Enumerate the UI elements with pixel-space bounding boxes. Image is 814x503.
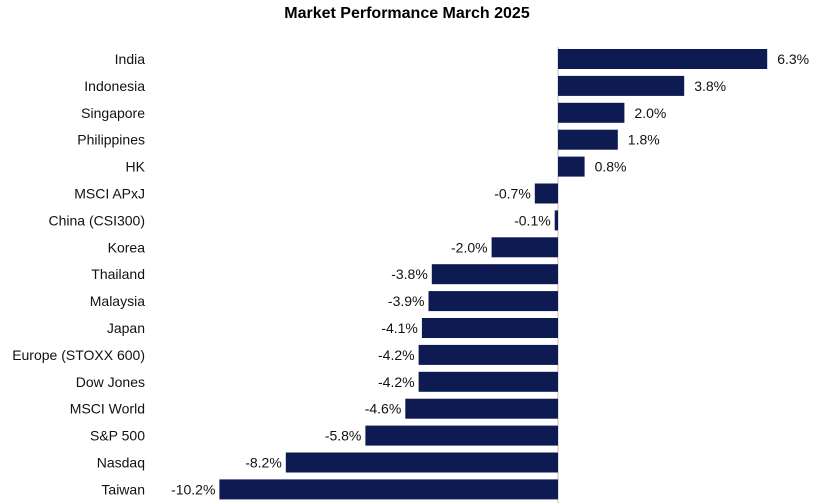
category-label: Nasdaq [97, 455, 145, 471]
bar [534, 183, 558, 204]
bar [558, 49, 768, 69]
category-label: China (CSI300) [49, 212, 146, 228]
category-label: Europe (STOXX 600) [12, 347, 145, 363]
bar [558, 102, 625, 123]
data-label: 0.8% [595, 159, 627, 175]
data-label: -5.8% [325, 428, 362, 444]
data-label: 6.3% [777, 51, 809, 67]
category-label: India [115, 51, 146, 67]
data-label: 2.0% [634, 105, 666, 121]
bar [491, 237, 558, 258]
data-label: -0.7% [494, 186, 531, 202]
bar [365, 425, 558, 446]
category-label: Philippines [77, 132, 145, 148]
data-label: -4.2% [378, 347, 415, 363]
category-label: MSCI APxJ [74, 186, 145, 202]
category-label: MSCI World [70, 401, 145, 417]
data-label: -3.8% [391, 266, 428, 282]
data-label: 3.8% [694, 78, 726, 94]
category-label: Taiwan [101, 481, 145, 497]
bar [431, 264, 558, 285]
data-label: -4.2% [378, 374, 415, 390]
bar [558, 156, 585, 177]
bar [285, 452, 558, 473]
bar [219, 479, 558, 500]
category-label: Indonesia [84, 78, 145, 94]
data-label: -3.9% [388, 293, 425, 309]
category-label: Malaysia [90, 293, 145, 309]
data-label: -4.6% [365, 401, 402, 417]
chart-title: Market Performance March 2025 [284, 5, 530, 22]
data-label: -10.2% [171, 481, 215, 497]
data-label: -2.0% [451, 239, 488, 255]
bar [428, 291, 558, 312]
category-label: Japan [107, 320, 145, 336]
category-label: Dow Jones [76, 374, 145, 390]
category-label: Thailand [91, 266, 145, 282]
data-label: -4.1% [381, 320, 418, 336]
data-label: -0.1% [514, 212, 551, 228]
bar [421, 318, 558, 338]
category-label: S&P 500 [90, 428, 145, 444]
bar [554, 210, 558, 231]
data-label: -8.2% [245, 455, 282, 471]
bar [405, 398, 558, 419]
bar [558, 129, 618, 150]
bar [558, 75, 685, 96]
category-label: Korea [108, 239, 146, 255]
category-label: Singapore [81, 105, 145, 121]
category-label: HK [126, 159, 146, 175]
data-label: 1.8% [628, 132, 660, 148]
bar [418, 344, 558, 365]
bar [418, 371, 558, 392]
